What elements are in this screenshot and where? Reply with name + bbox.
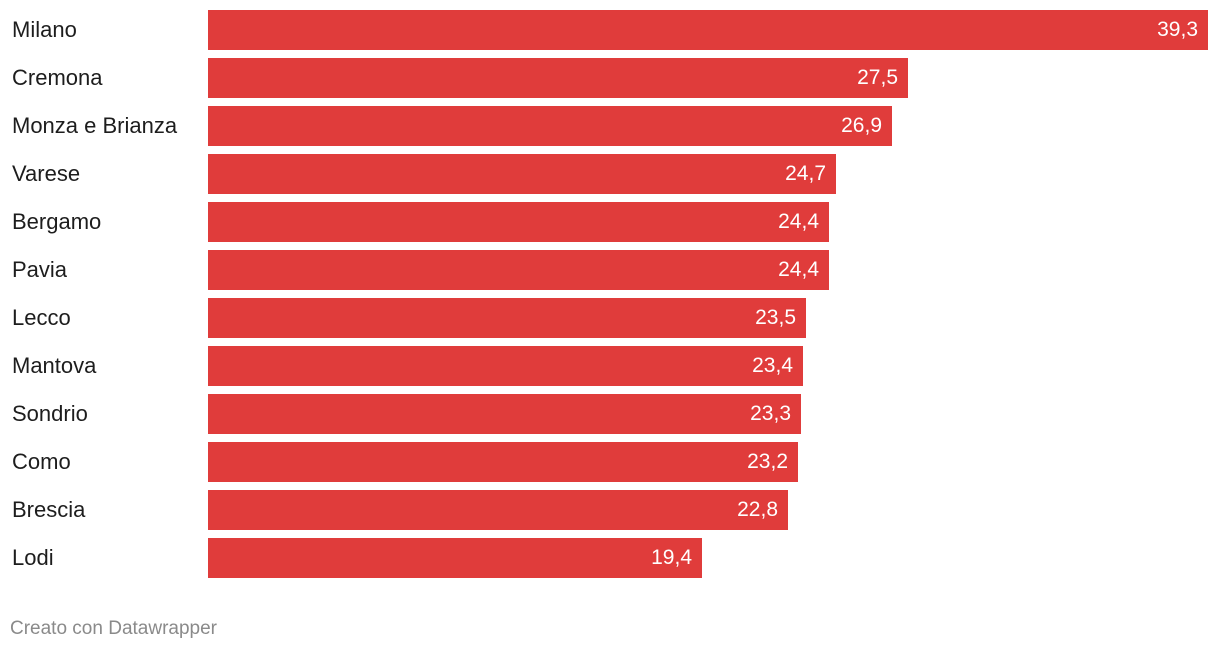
bar bbox=[208, 154, 836, 194]
value-label: 23,4 bbox=[752, 354, 793, 377]
category-label: Monza e Brianza bbox=[12, 113, 178, 138]
category-label: Lecco bbox=[12, 305, 71, 330]
value-label: 19,4 bbox=[651, 546, 692, 569]
bar bbox=[208, 106, 892, 146]
value-label: 24,4 bbox=[778, 258, 819, 281]
category-label: Bergamo bbox=[12, 209, 102, 234]
category-label: Varese bbox=[12, 161, 81, 186]
value-label: 27,5 bbox=[857, 66, 898, 89]
bar-chart: Milano 39,3 Cremona 27,5 Monza e Brianza 26,9… bbox=[12, 10, 1208, 578]
bar bbox=[208, 490, 788, 530]
bar bbox=[208, 346, 803, 386]
value-label: 23,2 bbox=[747, 450, 788, 473]
value-label: 24,7 bbox=[785, 162, 826, 185]
value-label: 22,8 bbox=[737, 498, 778, 521]
value-label: 24,4 bbox=[778, 210, 819, 233]
credit-text: Creato con Datawrapper bbox=[10, 618, 217, 639]
bar bbox=[208, 202, 829, 242]
bar bbox=[208, 298, 806, 338]
bar bbox=[208, 58, 908, 98]
bar bbox=[208, 442, 798, 482]
category-label: Milano bbox=[12, 17, 77, 42]
category-label: Cremona bbox=[12, 65, 103, 90]
bar bbox=[208, 394, 801, 434]
category-label: Mantova bbox=[12, 353, 97, 378]
value-label: 39,3 bbox=[1157, 18, 1198, 41]
category-label: Pavia bbox=[12, 257, 68, 282]
category-label: Como bbox=[12, 449, 71, 474]
category-label: Brescia bbox=[12, 497, 86, 522]
bar bbox=[208, 250, 829, 290]
value-label: 23,3 bbox=[750, 402, 791, 425]
bar bbox=[208, 10, 1208, 50]
category-label: Sondrio bbox=[12, 401, 88, 426]
category-label: Lodi bbox=[12, 545, 54, 570]
value-label: 23,5 bbox=[755, 306, 796, 329]
bar bbox=[208, 538, 702, 578]
value-label: 26,9 bbox=[841, 114, 882, 137]
